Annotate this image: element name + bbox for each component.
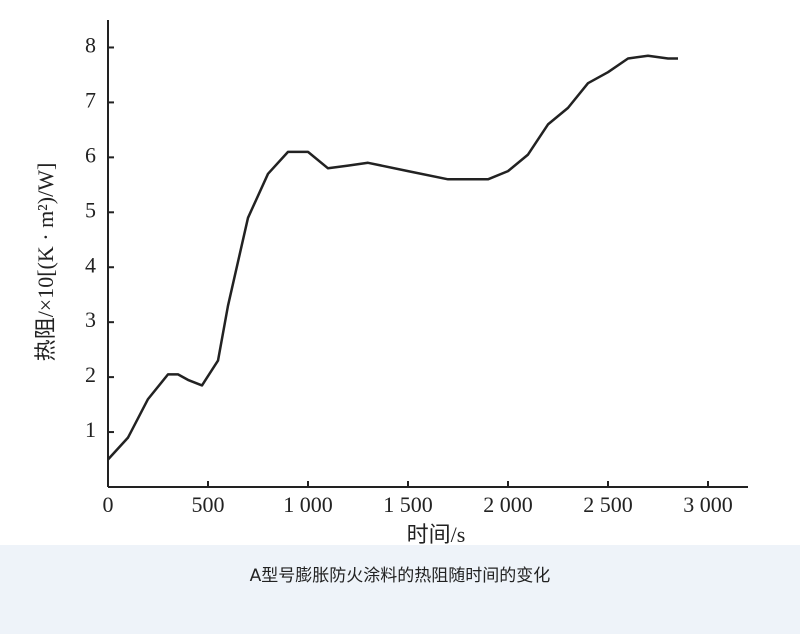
x-tick-label: 2 000 (483, 492, 533, 517)
y-tick-label: 3 (85, 307, 96, 332)
data-line (107, 54, 678, 461)
caption: A型号膨胀防火涂料的热阻随时间的变化 (250, 566, 551, 586)
y-tick-label: 2 (85, 362, 96, 387)
x-tick-label: 1 000 (283, 492, 333, 517)
y-tick-label: 1 (85, 417, 96, 442)
y-tick-label: 8 (85, 33, 96, 58)
x-tick-label: 0 (103, 492, 114, 517)
y-tick-label: 7 (85, 87, 96, 112)
y-tick-label: 5 (85, 197, 96, 222)
x-tick-label: 3 000 (683, 492, 733, 517)
y-axis-label: 热阻/×10[(K · m²)/W] (33, 163, 58, 362)
caption-band (0, 545, 800, 634)
x-tick-label: 2 500 (583, 492, 633, 517)
y-tick-label: 6 (85, 142, 96, 167)
x-tick-label: 1 500 (383, 492, 433, 517)
x-tick-label: 500 (192, 492, 225, 517)
x-axis-label: 时间/s (407, 522, 466, 547)
y-tick-label: 4 (85, 252, 96, 277)
